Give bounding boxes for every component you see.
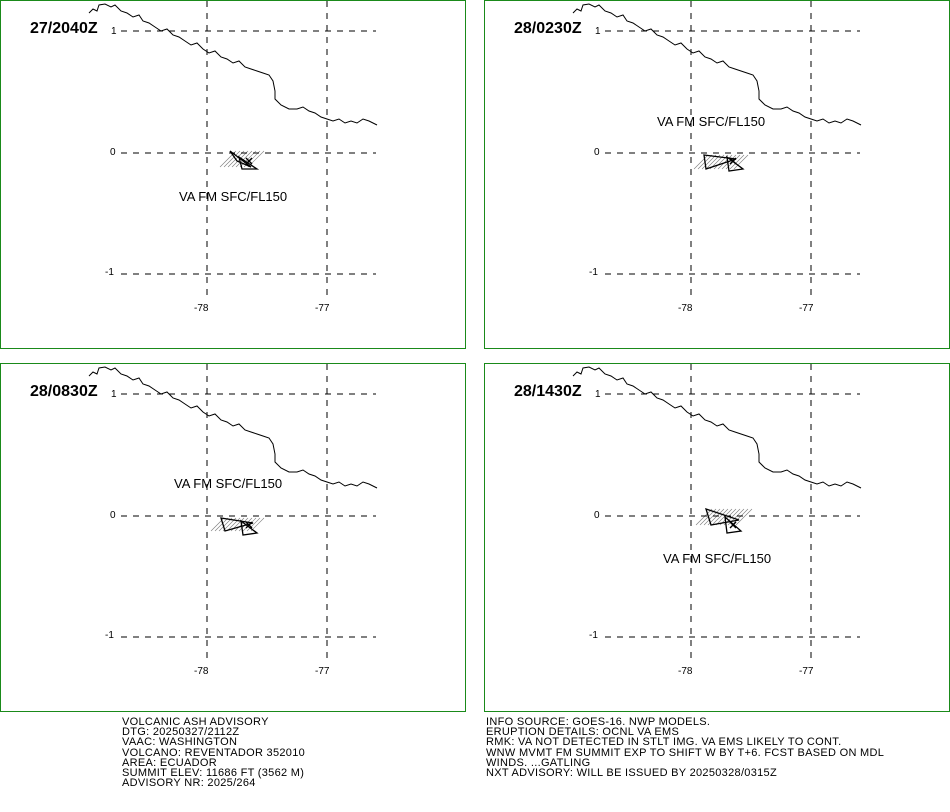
ash-hatch (715, 508, 733, 526)
panel-time-superscript: 1 (111, 389, 117, 400)
lon-label-minus78: -78 (678, 303, 693, 314)
lon-label-minus77: -77 (315, 303, 330, 314)
ash-hatch (719, 508, 737, 526)
ash-hatch (218, 517, 233, 532)
ash-hatch (693, 154, 709, 170)
map-panel-3: 28/0830Z 1 0 -1 -78 -77 VA FM SFC/FL150 (0, 363, 466, 712)
advisory-number: ADVISORY NR: 2025/264 (122, 777, 256, 790)
ash-hatch (735, 508, 753, 526)
lon-label-minus78: -78 (194, 303, 209, 314)
ash-hatch (703, 508, 721, 526)
ash-hatch (250, 517, 265, 532)
volcano-marker-icon (245, 521, 253, 529)
ash-hatch (246, 517, 261, 532)
ash-cloud-label: VA FM SFC/FL150 (174, 476, 283, 491)
ash-hatch (238, 517, 253, 532)
lon-label-minus77: -77 (315, 666, 330, 677)
ash-cloud-polygon (229, 150, 252, 168)
advisory-next: NXT ADVISORY: WILL BE ISSUED BY 20250328… (486, 767, 777, 780)
lat-label-minus1: -1 (589, 267, 598, 278)
lat-label-0: 0 (594, 147, 600, 158)
coastline (572, 366, 862, 489)
ash-hatch (231, 150, 249, 168)
map-canvas (572, 364, 862, 659)
advisory-info-source: INFO SOURCE: GOES-16. NWP MODELS. (486, 716, 711, 728)
advisory-dtg: DTG: 20250327/2112Z (122, 726, 240, 739)
coastline (572, 3, 862, 126)
panel-time: 28/0830Z (30, 383, 98, 400)
lon-label-minus78: -78 (678, 666, 693, 677)
lat-label-0: 0 (110, 147, 116, 158)
ash-hatch (239, 150, 257, 168)
advisory-volcano: VOLCANO: REVENTADOR 352010 (122, 746, 306, 759)
coastline (88, 3, 378, 126)
ash-hatch (709, 154, 725, 170)
advisory-remarks: RMK: VA NOT DETECTED IN STLT IMG. VA EMS… (486, 736, 842, 749)
map-canvas (88, 1, 378, 296)
ash-hatch (711, 508, 729, 526)
volcano-marker-icon (245, 157, 253, 165)
lat-label-minus1: -1 (105, 267, 114, 278)
ash-hatch (247, 150, 265, 168)
advisory-area: AREA: ECUADOR (122, 756, 217, 769)
ash-hatch (227, 150, 245, 168)
ash-cloud-label: VA FM SFC/FL150 (663, 551, 772, 566)
ash-hatch (226, 517, 241, 532)
advisory-remarks-cont: WNW MVMT FM SUMMIT EXP TO SHIFT W BY T+6… (486, 746, 885, 759)
lon-label-minus77: -77 (799, 303, 814, 314)
advisory-title: VOLCANIC ASH ADVISORY (122, 716, 269, 728)
volcano-marker-icon (729, 157, 737, 165)
ash-hatch (731, 508, 749, 526)
lat-label-0: 0 (594, 510, 600, 521)
ash-hatch (729, 154, 745, 170)
lat-label-0: 0 (110, 510, 116, 521)
ash-hatch (697, 154, 713, 170)
map-canvas (572, 1, 862, 296)
ash-hatch (223, 150, 241, 168)
ash-hatch (725, 154, 741, 170)
ash-hatch (243, 150, 261, 168)
ash-hatch (210, 517, 225, 532)
lat-label-minus1: -1 (589, 630, 598, 641)
coastline (88, 366, 378, 489)
ash-hatch (705, 154, 721, 170)
lat-label-minus1: -1 (105, 630, 114, 641)
panel-time-superscript: 1 (595, 389, 601, 400)
volcano-marker-icon (729, 521, 737, 529)
panel-time: 27/2040Z (30, 20, 98, 37)
ash-cloud-label: VA FM SFC/FL150 (179, 189, 288, 204)
lon-label-minus78: -78 (194, 666, 209, 677)
lon-label-minus77: -77 (799, 666, 814, 677)
advisory-vaac: VAAC: WASHINGTON (122, 736, 238, 749)
ash-hatch (701, 154, 717, 170)
ash-hatch (733, 154, 749, 170)
ash-hatch (707, 508, 725, 526)
advisory-remarks-cont2: WINDS. ...GATLING (486, 756, 591, 769)
ash-hatch (723, 508, 741, 526)
map-panel-4: 28/1430Z 1 0 -1 -78 -77 VA FM SFC/FL150 (484, 363, 950, 712)
ash-hatch (695, 508, 713, 526)
ash-hatch (234, 517, 249, 532)
map-panel-2: 28/0230Z 1 0 -1 -78 -77 VA FM SFC/FL150 (484, 0, 950, 349)
advisory-summit-elev: SUMMIT ELEV: 11686 FT (3562 M) (122, 767, 305, 780)
advisory-eruption-details: ERUPTION DETAILS: OCNL VA EMS (486, 726, 680, 739)
ash-hatch (699, 508, 717, 526)
ash-hatch (230, 517, 245, 532)
map-panel-1: 27/2040Z 1 0 -1 -78 -77 VA FM SFC/FL150 (0, 0, 466, 349)
ash-hatch (713, 154, 729, 170)
panel-time: 28/1430Z (514, 383, 582, 400)
advisory-details: INFO SOURCE: GOES-16. NWP MODELS. ERUPTI… (486, 716, 885, 780)
ash-hatch (222, 517, 237, 532)
advisory-header: VOLCANIC ASH ADVISORY DTG: 20250327/2112… (122, 716, 306, 790)
panel-time-superscript: 1 (111, 26, 117, 37)
ash-hatch (721, 154, 737, 170)
ash-hatch (717, 154, 733, 170)
ash-hatch (235, 150, 253, 168)
ash-hatch (219, 150, 237, 168)
map-canvas (88, 364, 378, 659)
panel-time: 28/0230Z (514, 20, 582, 37)
panel-time-superscript: 1 (595, 26, 601, 37)
ash-cloud-label: VA FM SFC/FL150 (657, 114, 766, 129)
ash-hatch (214, 517, 229, 532)
